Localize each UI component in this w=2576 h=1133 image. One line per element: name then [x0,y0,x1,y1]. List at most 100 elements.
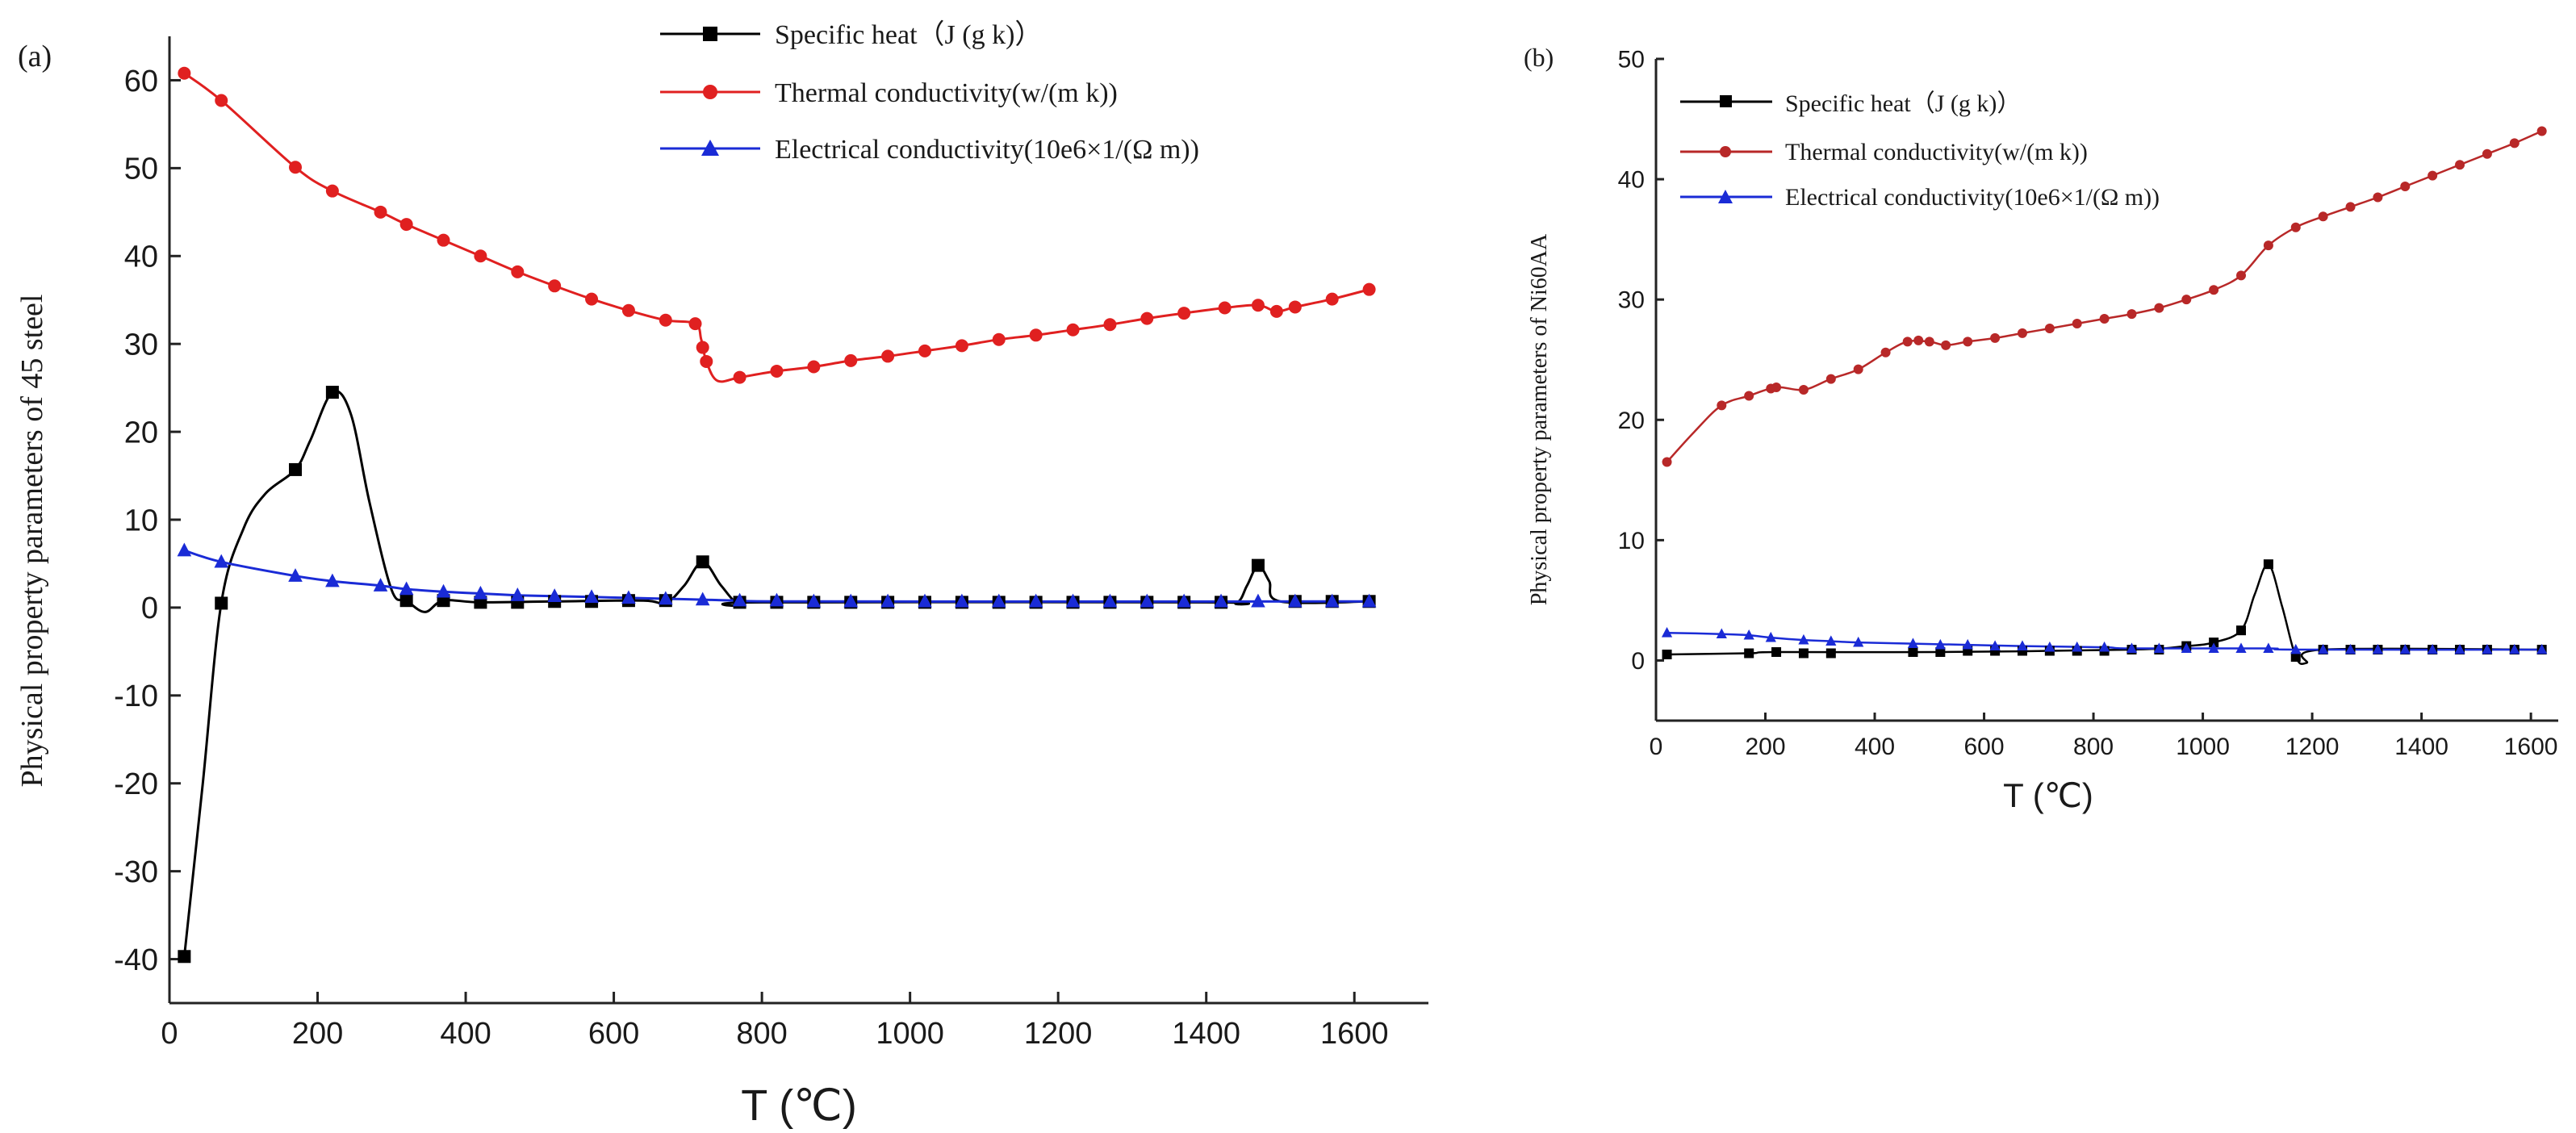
panel-a-point-electrical-conductivity-10e6 [1288,593,1303,608]
panel-a-point-thermal-conductivity-w-m-k [325,184,339,198]
panel-b-point-thermal-conductivity-w-m-k [1798,385,1809,395]
panel-b-point-thermal-conductivity-w-m-k [1825,374,1836,384]
panel-a-point-thermal-conductivity-w-m-k [585,292,599,306]
panel-b-x-tick-label: 1200 [2285,734,2340,760]
panel-a-legend-entry-specific-heat: Specific heat（J (g k)） [660,19,1042,50]
panel-a-y-tick-label: -10 [114,679,158,713]
panel-b-point-electrical-conductivity-10e6 [2454,643,2465,654]
panel-b-line-thermal-conductivity-w-m-k [1666,130,2543,463]
panel-a-point-electrical-conductivity-10e6 [1214,593,1228,608]
panel-a-y-tick-label: 40 [124,240,158,274]
panel-b-point-thermal-conductivity-w-m-k [1902,337,1913,347]
panel-a-point-thermal-conductivity-w-m-k [688,317,702,331]
panel-b-point-thermal-conductivity-w-m-k [2428,170,2438,181]
panel-b-point-thermal-conductivity-w-m-k [2509,138,2520,148]
panel-b-point-thermal-conductivity-w-m-k [2072,319,2082,328]
panel-b-x-tick-label: 1600 [2504,734,2558,760]
panel-a-point-thermal-conductivity-w-m-k [696,341,709,354]
panel-a-point-thermal-conductivity-w-m-k [659,313,672,327]
panel-b-label: (b) [1524,43,1554,72]
panel-b-point-electrical-conductivity-10e6 [2536,643,2548,654]
panel-b-x-ticks: 0 200 400 600 800 1000 1200 1400 1600 [1650,713,2558,760]
panel-a-point-electrical-conductivity-10e6 [325,573,340,587]
panel-b-point-thermal-conductivity-w-m-k [2099,314,2110,324]
panel-a-point-thermal-conductivity-w-m-k [1177,307,1191,320]
panel-a-point-electrical-conductivity-10e6 [547,588,562,602]
panel-a-point-electrical-conductivity-10e6 [1251,593,1265,608]
panel-b-y-axis-label: Physical property parameters of Ni60AA [1527,233,1552,605]
panel-b-point-electrical-conductivity-10e6 [2263,642,2274,653]
panel-a-legend-entry-electrical-conductivity: Electrical conductivity(10e6×1/(Ω m)) [660,135,1199,165]
panel-a-y-tick-label: 10 [124,504,158,537]
panel-b-legend-entry-thermal-conductivity: Thermal conductivity(w/(m k)) [1680,139,2088,165]
panel-b-point-specific-heat-j-g-k [2290,651,2301,662]
panel-b: (b) Physical property parameters of Ni60… [1524,43,2558,814]
panel-b-legend-label-specific-heat: Specific heat（J (g k)） [1785,90,2021,117]
panel-a-point-thermal-conductivity-w-m-k [1066,323,1080,337]
panel-a-point-thermal-conductivity-w-m-k [1029,328,1043,342]
panel-b-point-thermal-conductivity-w-m-k [1717,400,1727,411]
panel-a-point-electrical-conductivity-10e6 [1361,593,1377,608]
panel-b-point-thermal-conductivity-w-m-k [2263,240,2273,251]
panel-b-point-thermal-conductivity-w-m-k [1853,364,1863,374]
panel-b-point-specific-heat-j-g-k [1825,648,1836,658]
panel-a-point-thermal-conductivity-w-m-k [918,344,931,357]
panel-a-point-thermal-conductivity-w-m-k [1140,311,1154,325]
panel-b-y-tick-label: 40 [1618,167,1645,194]
panel-b-point-electrical-conductivity-10e6 [2126,642,2138,653]
panel-b-point-electrical-conductivity-10e6 [1934,638,1946,650]
panel-b-x-tick-label: 400 [1855,734,1895,760]
panel-a-point-thermal-conductivity-w-m-k [511,265,525,278]
panel-a-point-electrical-conductivity-10e6 [695,592,710,606]
panel-a-y-axis-label: Physical property parameters of 45 steel [15,295,49,788]
panel-a-x-tick-label: 200 [292,1017,343,1051]
panel-b-point-electrical-conductivity-10e6 [2318,643,2329,654]
panel-a-point-thermal-conductivity-w-m-k [474,249,487,263]
panel-a-point-electrical-conductivity-10e6 [1028,593,1043,608]
panel-b-point-thermal-conductivity-w-m-k [2482,148,2492,159]
panel-a-legend-label-electrical-conductivity: Electrical conductivity(10e6×1/(Ω m)) [775,135,1199,165]
panel-b-y-ticks: 0 10 20 30 40 50 [1618,47,1664,675]
panel-a-point-thermal-conductivity-w-m-k [1218,301,1232,315]
panel-a-point-electrical-conductivity-10e6 [991,593,1006,608]
panel-b-point-electrical-conductivity-10e6 [2399,643,2411,654]
panel-a-label: (a) [18,40,52,73]
panel-b-point-electrical-conductivity-10e6 [2153,642,2164,653]
panel-a-series-lines [182,72,1370,957]
panel-a-point-thermal-conductivity-w-m-k [548,279,562,293]
panel-b-point-electrical-conductivity-10e6 [1853,636,1864,647]
panel-a-point-electrical-conductivity-10e6 [659,591,673,605]
panel-b-point-electrical-conductivity-10e6 [1743,629,1754,640]
panel-a-y-ticks: -40 -30 -20 -10 0 10 20 30 40 50 60 [114,65,181,977]
panel-a-point-electrical-conductivity-10e6 [621,590,636,604]
panel-a-y-tick-label: 0 [141,592,158,625]
panel-a-x-axis-label: T (℃) [741,1081,857,1130]
panel-b-point-electrical-conductivity-10e6 [2044,641,2055,652]
panel-a-y-tick-label: -40 [114,943,158,977]
panel-b-point-thermal-conductivity-w-m-k [1924,337,1934,347]
panel-a-point-electrical-conductivity-10e6 [373,578,388,592]
panel-b-y-tick-label: 20 [1618,408,1645,434]
panel-a-point-thermal-conductivity-w-m-k [955,339,968,353]
panel-b-point-electrical-conductivity-10e6 [2482,643,2493,654]
panel-a-x-tick-label: 1200 [1024,1017,1093,1051]
panel-b-x-axis-label: T (℃) [2003,776,2093,814]
panel-a-point-thermal-conductivity-w-m-k [881,349,895,363]
panel-a-point-electrical-conductivity-10e6 [1140,593,1155,608]
panel-a-point-electrical-conductivity-10e6 [399,581,414,596]
panel-a-point-thermal-conductivity-w-m-k [1362,282,1376,296]
panel-a-legend-label-specific-heat: Specific heat（J (g k)） [775,19,1042,50]
panel-a-point-thermal-conductivity-w-m-k [621,303,635,317]
panel-b-point-electrical-conductivity-10e6 [2017,640,2028,650]
panel-b-legend: Specific heat（J (g k)） Thermal conductiv… [1680,90,2160,211]
panel-b-y-tick-label: 30 [1618,287,1645,314]
panel-a-point-thermal-conductivity-w-m-k [700,354,713,368]
panel-a-point-electrical-conductivity-10e6 [955,593,969,608]
panel-a-x-tick-label: 400 [440,1017,491,1051]
panel-a-point-electrical-conductivity-10e6 [1102,593,1118,608]
panel-b-legend-label-electrical-conductivity: Electrical conductivity(10e6×1/(Ω m)) [1785,184,2160,211]
panel-a-line-specific-heat-j-g-k [182,390,1370,957]
panel-b-point-electrical-conductivity-10e6 [1907,638,1919,648]
panel-b-point-electrical-conductivity-10e6 [2072,641,2083,652]
